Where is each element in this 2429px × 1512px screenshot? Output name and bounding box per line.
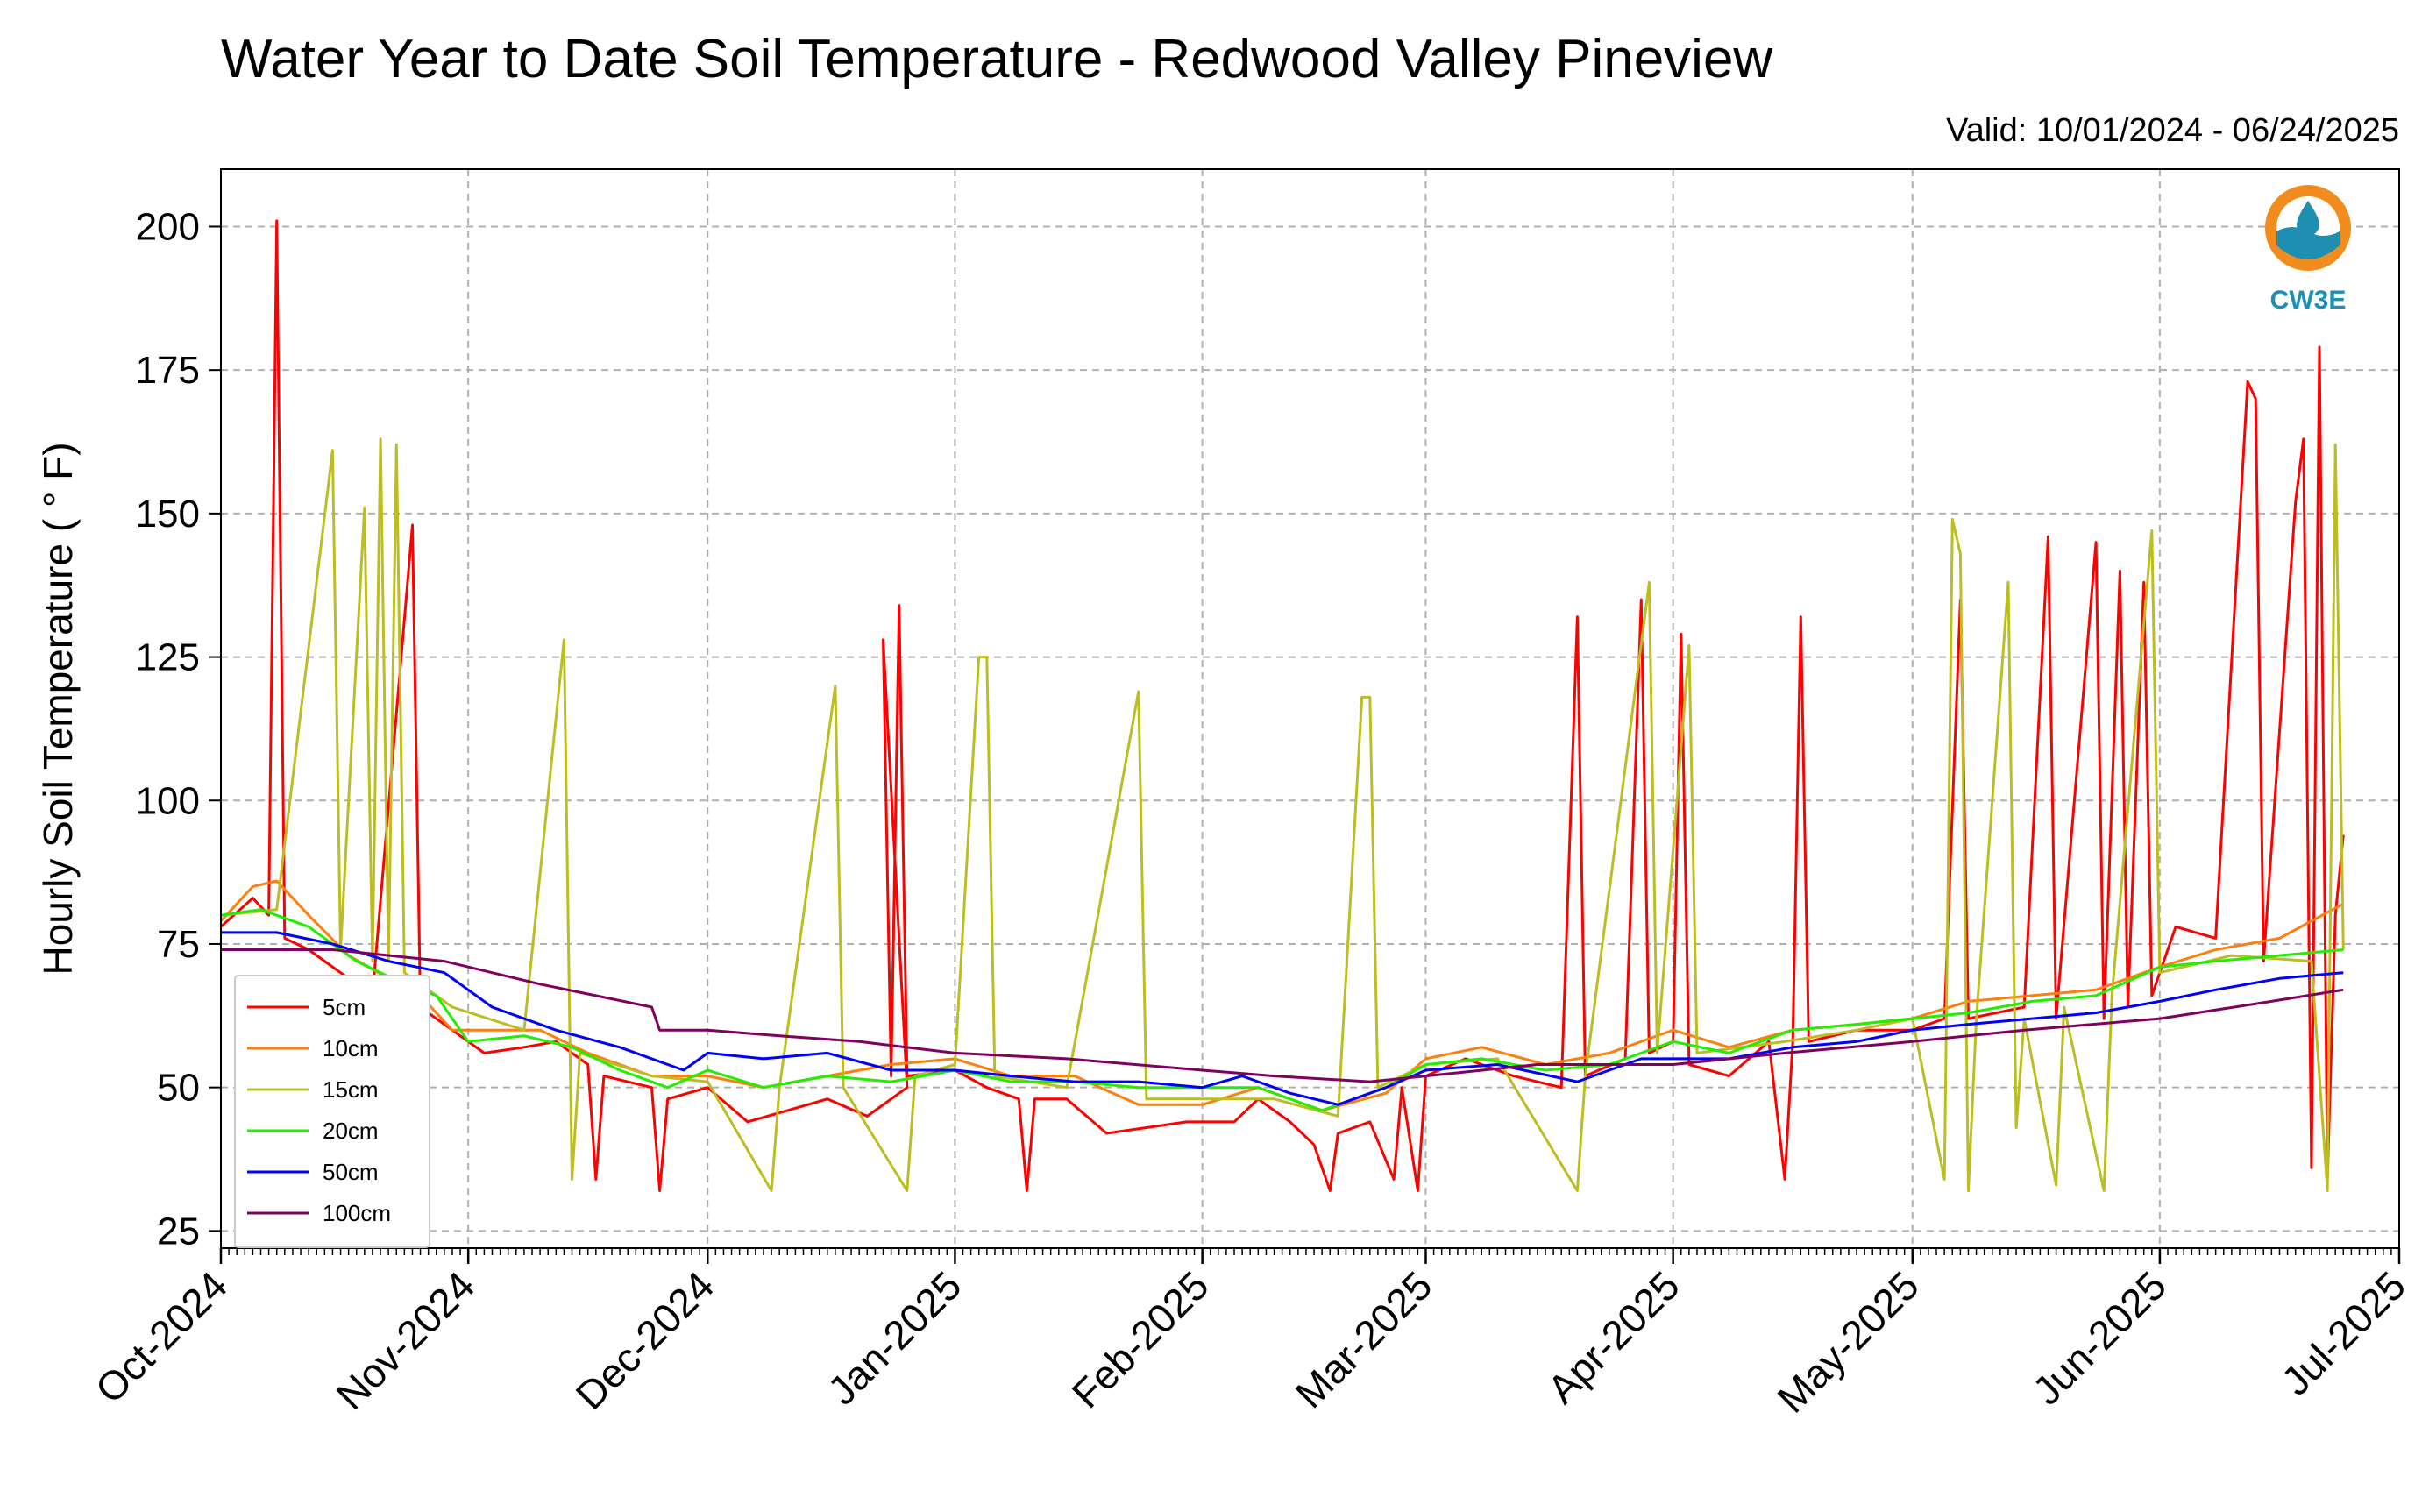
chart-title: Water Year to Date Soil Temperature - Re… [221, 29, 1772, 89]
y-tick-label: 25 [157, 1210, 200, 1253]
legend-label-5cm: 5cm [323, 994, 366, 1020]
x-tick-label: Jan-2025 [819, 1262, 969, 1413]
legend-label-100cm: 100cm [323, 1200, 391, 1226]
series-line-20cm [220, 908, 2344, 1112]
y-tick-label: 150 [136, 493, 200, 536]
chart-subtitle: Valid: 10/01/2024 - 06/24/2025 [1946, 112, 2399, 149]
water-drop-icon [2297, 201, 2319, 236]
y-tick-label: 50 [157, 1067, 200, 1110]
y-axis-ticks: 25 50 75 100 125 150 175 200 [136, 205, 221, 1253]
series-line-15cm [220, 437, 2345, 1192]
series-line-50cm [221, 931, 2344, 1106]
y-tick-label: 100 [136, 779, 200, 822]
legend-box [234, 975, 430, 1248]
legend-label-15cm: 15cm [323, 1076, 379, 1103]
y-tick-label: 125 [136, 636, 200, 679]
plot-frame [220, 168, 2400, 1249]
cw3e-logo: CW3E [2265, 185, 2351, 315]
x-tick-label: Jul-2025 [2273, 1262, 2415, 1404]
y-tick-label: 75 [157, 923, 200, 966]
series-line-100cm [221, 948, 2344, 1083]
logo-text: CW3E [2270, 286, 2347, 315]
series-line-10cm [219, 879, 2345, 1112]
x-axis-ticks: Oct-2024 Nov-2024 Dec-2024 Jan-2025 Feb-2025… [87, 1248, 2415, 1422]
x-tick-label: May-2025 [1768, 1262, 1927, 1421]
x-tick-label: Jun-2025 [2024, 1262, 2175, 1413]
x-tick-label: Mar-2025 [1287, 1262, 1441, 1416]
y-tick-label: 175 [136, 349, 200, 392]
y-axis-label: Hourly Soil Temperature ( ° F) [35, 442, 81, 975]
x-tick-label: Dec-2024 [567, 1262, 723, 1418]
x-tick-label: Apr-2025 [1538, 1262, 1688, 1412]
legend-label-20cm: 20cm [323, 1118, 379, 1144]
legend-label-10cm: 10cm [323, 1035, 379, 1061]
legend-label-50cm: 50cm [323, 1159, 379, 1185]
grid-lines [220, 169, 2400, 1248]
series-line-5cm [219, 219, 2345, 1192]
series-layer [219, 219, 2345, 1192]
logo-waves [2276, 227, 2340, 259]
y-tick-label: 200 [136, 205, 200, 248]
x-tick-label: Oct-2024 [87, 1262, 237, 1412]
x-tick-label: Nov-2024 [327, 1262, 483, 1418]
legend: 5cm 10cm 15cm 20cm 50cm 100cm [234, 975, 430, 1248]
x-tick-label: Feb-2025 [1063, 1262, 1218, 1416]
